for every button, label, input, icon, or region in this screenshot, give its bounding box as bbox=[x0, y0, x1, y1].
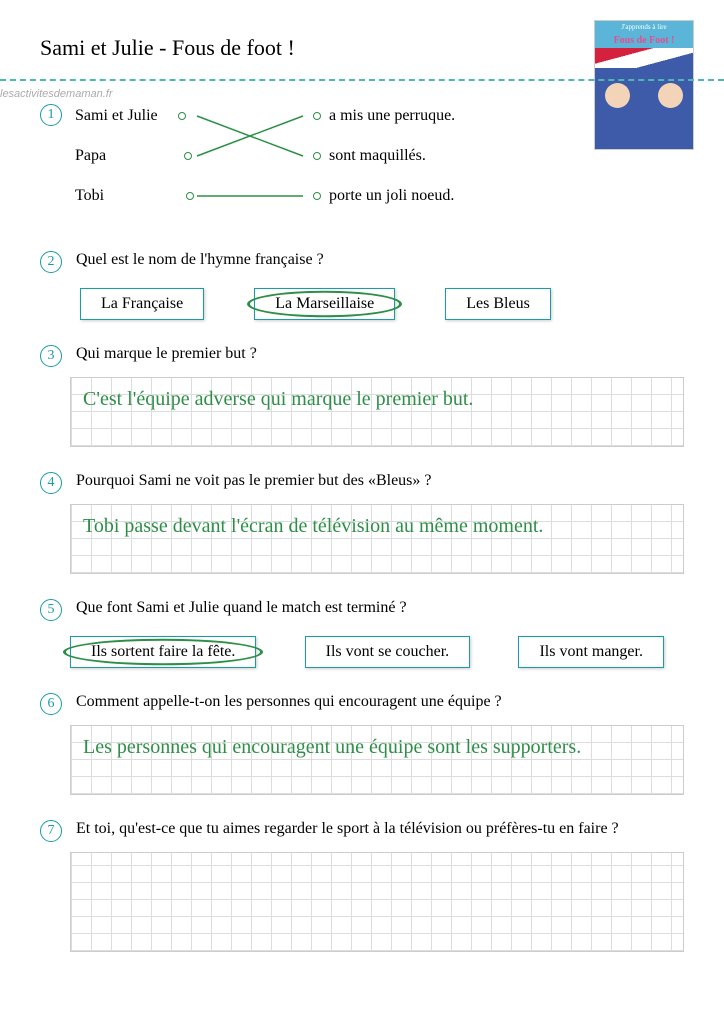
question-text: Quel est le nom de l'hymne française ? bbox=[76, 251, 324, 268]
question-text: Pourquoi Sami ne voit pas le premier but… bbox=[76, 472, 432, 489]
exercise-4: 4 Pourquoi Sami ne voit pas le premier b… bbox=[40, 472, 684, 574]
answer-grid: Tobi passe devant l'écran de télévision … bbox=[70, 504, 684, 574]
question-number: 1 bbox=[40, 104, 62, 126]
match-item: Sami et Julie bbox=[75, 107, 158, 125]
exercise-1: 1 Sami et Julie Papa Tobi a mis une perr… bbox=[40, 96, 684, 226]
match-right-column: a mis une perruque. sont maquillés. port… bbox=[305, 96, 455, 216]
match-lines bbox=[185, 96, 315, 226]
match-item: sont maquillés. bbox=[329, 147, 426, 165]
answer-grid: C'est l'équipe adverse qui marque le pre… bbox=[70, 377, 684, 447]
page-title: Sami et Julie - Fous de foot ! bbox=[40, 35, 295, 61]
question-text: Qui marque le premier but ? bbox=[76, 345, 257, 362]
question-text: Comment appelle-t-on les personnes qui e… bbox=[76, 693, 502, 710]
match-item: a mis une perruque. bbox=[329, 107, 455, 125]
match-item: Tobi bbox=[75, 187, 104, 205]
handwritten-answer: Tobi passe devant l'écran de télévision … bbox=[83, 513, 671, 539]
handwritten-answer: C'est l'équipe adverse qui marque le pre… bbox=[83, 386, 671, 412]
exercise-6: 6 Comment appelle-t-on les personnes qui… bbox=[40, 693, 684, 795]
header-divider bbox=[0, 79, 724, 81]
exercise-5: 5 Que font Sami et Julie quand le match … bbox=[40, 599, 684, 668]
match-left-column: Sami et Julie Papa Tobi bbox=[75, 96, 202, 216]
question-number: 4 bbox=[40, 472, 62, 494]
option-box-selected: Ils sortent faire la fête. bbox=[70, 636, 256, 668]
answer-grid-empty bbox=[70, 852, 684, 952]
question-text: Que font Sami et Julie quand le match es… bbox=[76, 599, 407, 616]
match-dot bbox=[313, 112, 321, 120]
option-box: La Française bbox=[80, 288, 204, 320]
match-dot bbox=[313, 192, 321, 200]
match-item: Papa bbox=[75, 147, 106, 165]
page-header: Sami et Julie - Fous de foot ! bbox=[40, 30, 684, 61]
exercise-2: 2 Quel est le nom de l'hymne française ?… bbox=[40, 251, 684, 320]
book-title: Fous de Foot ! bbox=[595, 33, 693, 48]
option-box: Ils vont se coucher. bbox=[305, 636, 471, 668]
question-number: 6 bbox=[40, 693, 62, 715]
exercise-7: 7 Et toi, qu'est-ce que tu aimes regarde… bbox=[40, 820, 684, 952]
match-item: porte un joli noeud. bbox=[329, 187, 454, 205]
option-box-selected: La Marseillaise bbox=[254, 288, 395, 320]
book-series: J'apprends à lire bbox=[595, 21, 693, 33]
question-number: 3 bbox=[40, 345, 62, 367]
question-number: 2 bbox=[40, 251, 62, 273]
option-box: Ils vont manger. bbox=[518, 636, 664, 668]
exercise-3: 3 Qui marque le premier but ? C'est l'éq… bbox=[40, 345, 684, 447]
question-number: 7 bbox=[40, 820, 62, 842]
option-box: Les Bleus bbox=[445, 288, 551, 320]
answer-grid: Les personnes qui encouragent une équipe… bbox=[70, 725, 684, 795]
match-dot bbox=[313, 152, 321, 160]
question-text: Et toi, qu'est-ce que tu aimes regarder … bbox=[76, 820, 619, 837]
handwritten-answer: Les personnes qui encouragent une équipe… bbox=[83, 734, 671, 760]
question-number: 5 bbox=[40, 599, 62, 621]
